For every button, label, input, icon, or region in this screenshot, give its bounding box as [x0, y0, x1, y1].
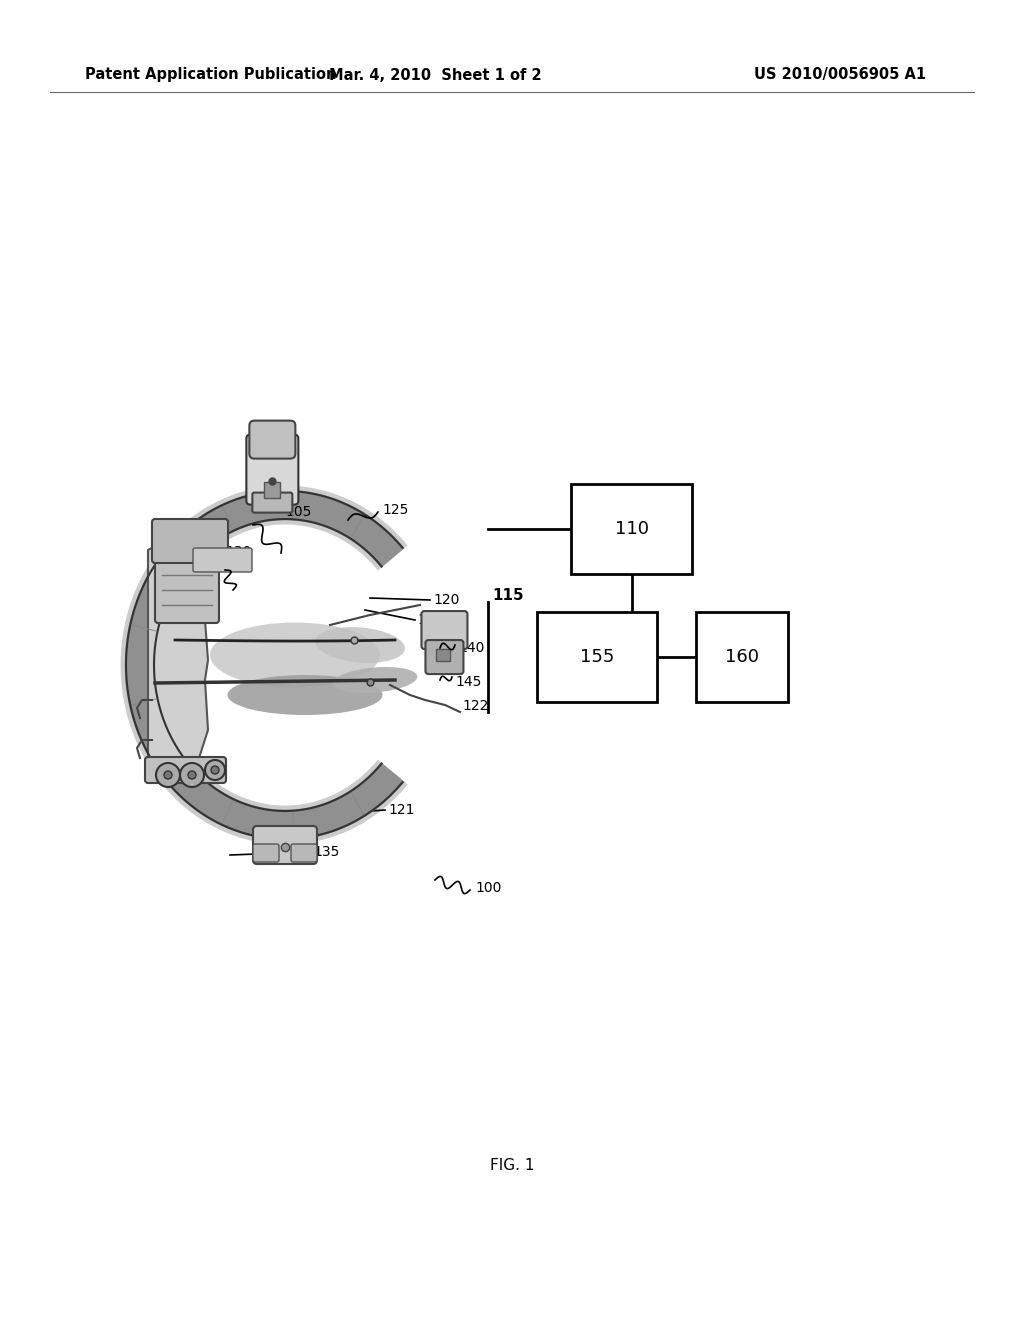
FancyBboxPatch shape [155, 543, 219, 623]
Ellipse shape [333, 667, 418, 693]
Text: 155: 155 [580, 648, 614, 667]
Circle shape [205, 760, 225, 780]
Text: 120: 120 [433, 593, 460, 607]
Circle shape [211, 766, 219, 774]
Text: Patent Application Publication: Patent Application Publication [85, 67, 337, 82]
Bar [537, 612, 657, 702]
FancyBboxPatch shape [422, 611, 467, 649]
Ellipse shape [210, 623, 380, 688]
Text: 135: 135 [313, 845, 339, 859]
Text: FIG. 1: FIG. 1 [489, 1158, 535, 1172]
Text: 105: 105 [285, 506, 311, 519]
FancyBboxPatch shape [250, 421, 295, 458]
Bar [436, 649, 451, 661]
Text: 140: 140 [458, 642, 484, 655]
Text: 110: 110 [614, 520, 649, 539]
Bar [696, 612, 788, 702]
FancyBboxPatch shape [193, 548, 252, 572]
FancyBboxPatch shape [247, 434, 298, 504]
Text: 130: 130 [225, 545, 251, 558]
Polygon shape [148, 535, 212, 770]
FancyBboxPatch shape [253, 843, 279, 862]
Circle shape [180, 763, 204, 787]
Text: 121: 121 [388, 803, 415, 817]
Bar [571, 484, 692, 574]
FancyBboxPatch shape [253, 826, 317, 865]
FancyBboxPatch shape [291, 843, 317, 862]
Text: 125: 125 [382, 503, 409, 517]
FancyBboxPatch shape [145, 756, 226, 783]
FancyBboxPatch shape [152, 519, 228, 564]
Bar [264, 482, 281, 498]
Text: Mar. 4, 2010  Sheet 1 of 2: Mar. 4, 2010 Sheet 1 of 2 [329, 67, 542, 82]
FancyBboxPatch shape [425, 640, 464, 675]
Ellipse shape [227, 675, 383, 715]
Text: US 2010/0056905 A1: US 2010/0056905 A1 [754, 67, 926, 82]
Circle shape [164, 771, 172, 779]
Circle shape [156, 763, 180, 787]
FancyBboxPatch shape [252, 492, 293, 512]
Text: 160: 160 [725, 648, 760, 667]
Text: 115: 115 [492, 587, 523, 602]
Text: 150: 150 [417, 612, 443, 627]
Text: 145: 145 [455, 675, 481, 689]
Text: 122: 122 [462, 700, 488, 713]
Ellipse shape [315, 627, 404, 663]
Text: 100: 100 [475, 880, 502, 895]
Circle shape [188, 771, 196, 779]
